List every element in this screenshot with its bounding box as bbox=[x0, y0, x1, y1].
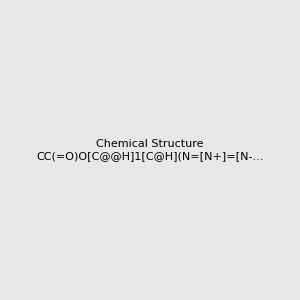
Text: Chemical Structure
CC(=O)O[C@@H]1[C@H](N=[N+]=[N-...: Chemical Structure CC(=O)O[C@@H]1[C@H](N… bbox=[36, 139, 264, 161]
